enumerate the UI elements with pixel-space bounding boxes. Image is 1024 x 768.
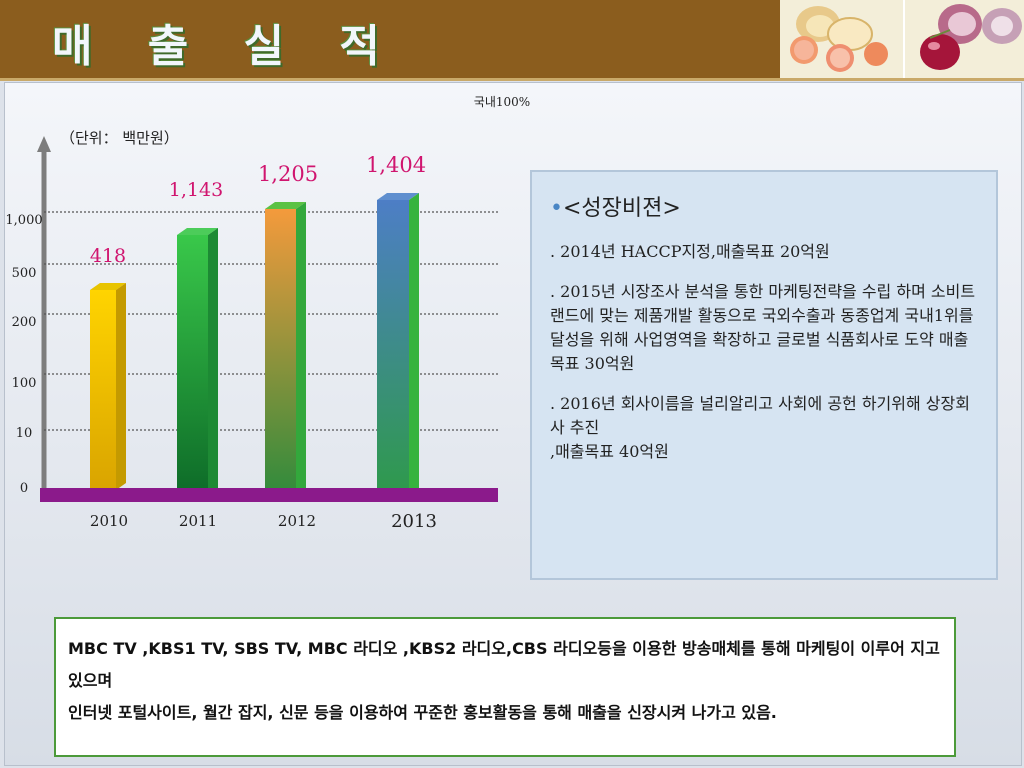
vision-title-text: <성장비젼> [562, 196, 681, 221]
bar-side [296, 202, 306, 497]
marketing-note-broadcast: MBC TV ,KBS1 TV, SBS TV, MBC 라디오 ,KBS2 라… [68, 639, 940, 690]
value-label: 1,143 [169, 179, 223, 201]
bar-front [265, 209, 296, 497]
banner-divider [0, 78, 1024, 81]
growth-vision-box: •<성장비젼> . 2014년 HACCP지정,매출목표 20억원 . 2015… [530, 170, 998, 580]
bar-front [177, 235, 208, 497]
bar-2011 [177, 228, 218, 497]
x-tick-label: 2013 [391, 511, 437, 532]
y-tick-label: 1,000 [5, 213, 42, 228]
value-label: 1,205 [258, 162, 318, 186]
marketing-note-box: MBC TV ,KBS1 TV, SBS TV, MBC 라디오 ,KBS2 라… [54, 617, 956, 757]
bar-side [208, 228, 218, 497]
bar-2010 [90, 283, 126, 490]
marketing-note-online: 인터넷 포털사이트, 월간 잡지, 신문 등을 이용하여 꾸준한 홍보활동을 통… [68, 703, 777, 722]
vision-title: •<성장비젼> [550, 190, 980, 222]
bar-top [377, 193, 419, 200]
title-banner: 매 출 실 적 [0, 0, 1024, 78]
x-tick-label: 2011 [179, 512, 217, 530]
unit-label: （단위： 백만원） [60, 129, 179, 147]
value-label: 418 [90, 245, 126, 267]
value-label: 1,404 [366, 153, 426, 177]
onion-grapefruit-photo [780, 0, 1024, 78]
chart-baseline [40, 488, 498, 502]
bar-2013 [377, 193, 419, 497]
y-tick-label: 10 [16, 426, 33, 441]
bar-front [377, 200, 409, 497]
bar-side [116, 283, 126, 490]
vision-item-2014: . 2014년 HACCP지정,매출목표 20억원 [550, 242, 830, 261]
y-axis-arrow-icon [37, 136, 51, 152]
bar-front [90, 290, 116, 490]
bar-top [265, 202, 306, 209]
y-tick-label: 500 [12, 266, 37, 281]
vision-item-2016: . 2016년 회사이름을 널리알리고 사회에 공헌 하기위해 상장회사 추진 … [550, 394, 970, 461]
bar-2012 [265, 202, 306, 497]
bar-side [409, 193, 419, 497]
bullet: • [550, 196, 563, 221]
y-tick-label: 0 [20, 481, 28, 496]
y-tick-label: 100 [12, 376, 37, 391]
bar-top [90, 283, 126, 290]
chart-title: 국내100% [474, 95, 530, 109]
vision-item-2015: . 2015년 시장조사 분석을 통한 마케팅전략을 수립 하며 소비트랜드에 … [550, 282, 976, 373]
page-title: 매 출 실 적 [52, 21, 400, 72]
y-tick-label: 200 [12, 315, 37, 330]
bar-top [177, 228, 218, 235]
x-tick-label: 2010 [90, 512, 128, 530]
x-tick-label: 2012 [278, 512, 316, 530]
